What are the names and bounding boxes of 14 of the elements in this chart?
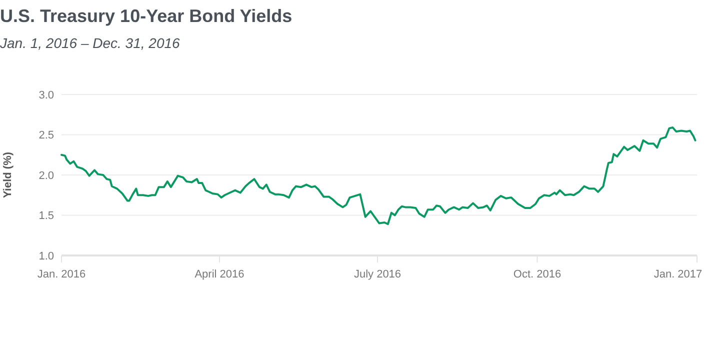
y-tick-label: 2.0 bbox=[38, 170, 54, 182]
x-tick-label: Oct. 2016 bbox=[513, 268, 562, 280]
y-tick-label: 1.0 bbox=[38, 250, 54, 262]
line-series bbox=[60, 126, 696, 226]
x-tick-label: Jan. 2017 bbox=[654, 268, 702, 280]
x-tick-label: April 2016 bbox=[194, 268, 244, 280]
y-axis-title: Yield (%) bbox=[2, 152, 14, 198]
x-tick-label: July 2016 bbox=[354, 268, 402, 280]
y-tick-label: 3.0 bbox=[38, 89, 54, 102]
chart-title: U.S. Treasury 10-Year Bond Yields bbox=[0, 6, 292, 26]
x-tick-label: Jan. 2016 bbox=[37, 268, 86, 280]
y-tick-label: 1.5 bbox=[38, 210, 54, 222]
y-tick-label: 2.5 bbox=[38, 130, 54, 142]
chart-subtitle: Jan. 1, 2016 – Dec. 31, 2016 bbox=[0, 35, 180, 51]
